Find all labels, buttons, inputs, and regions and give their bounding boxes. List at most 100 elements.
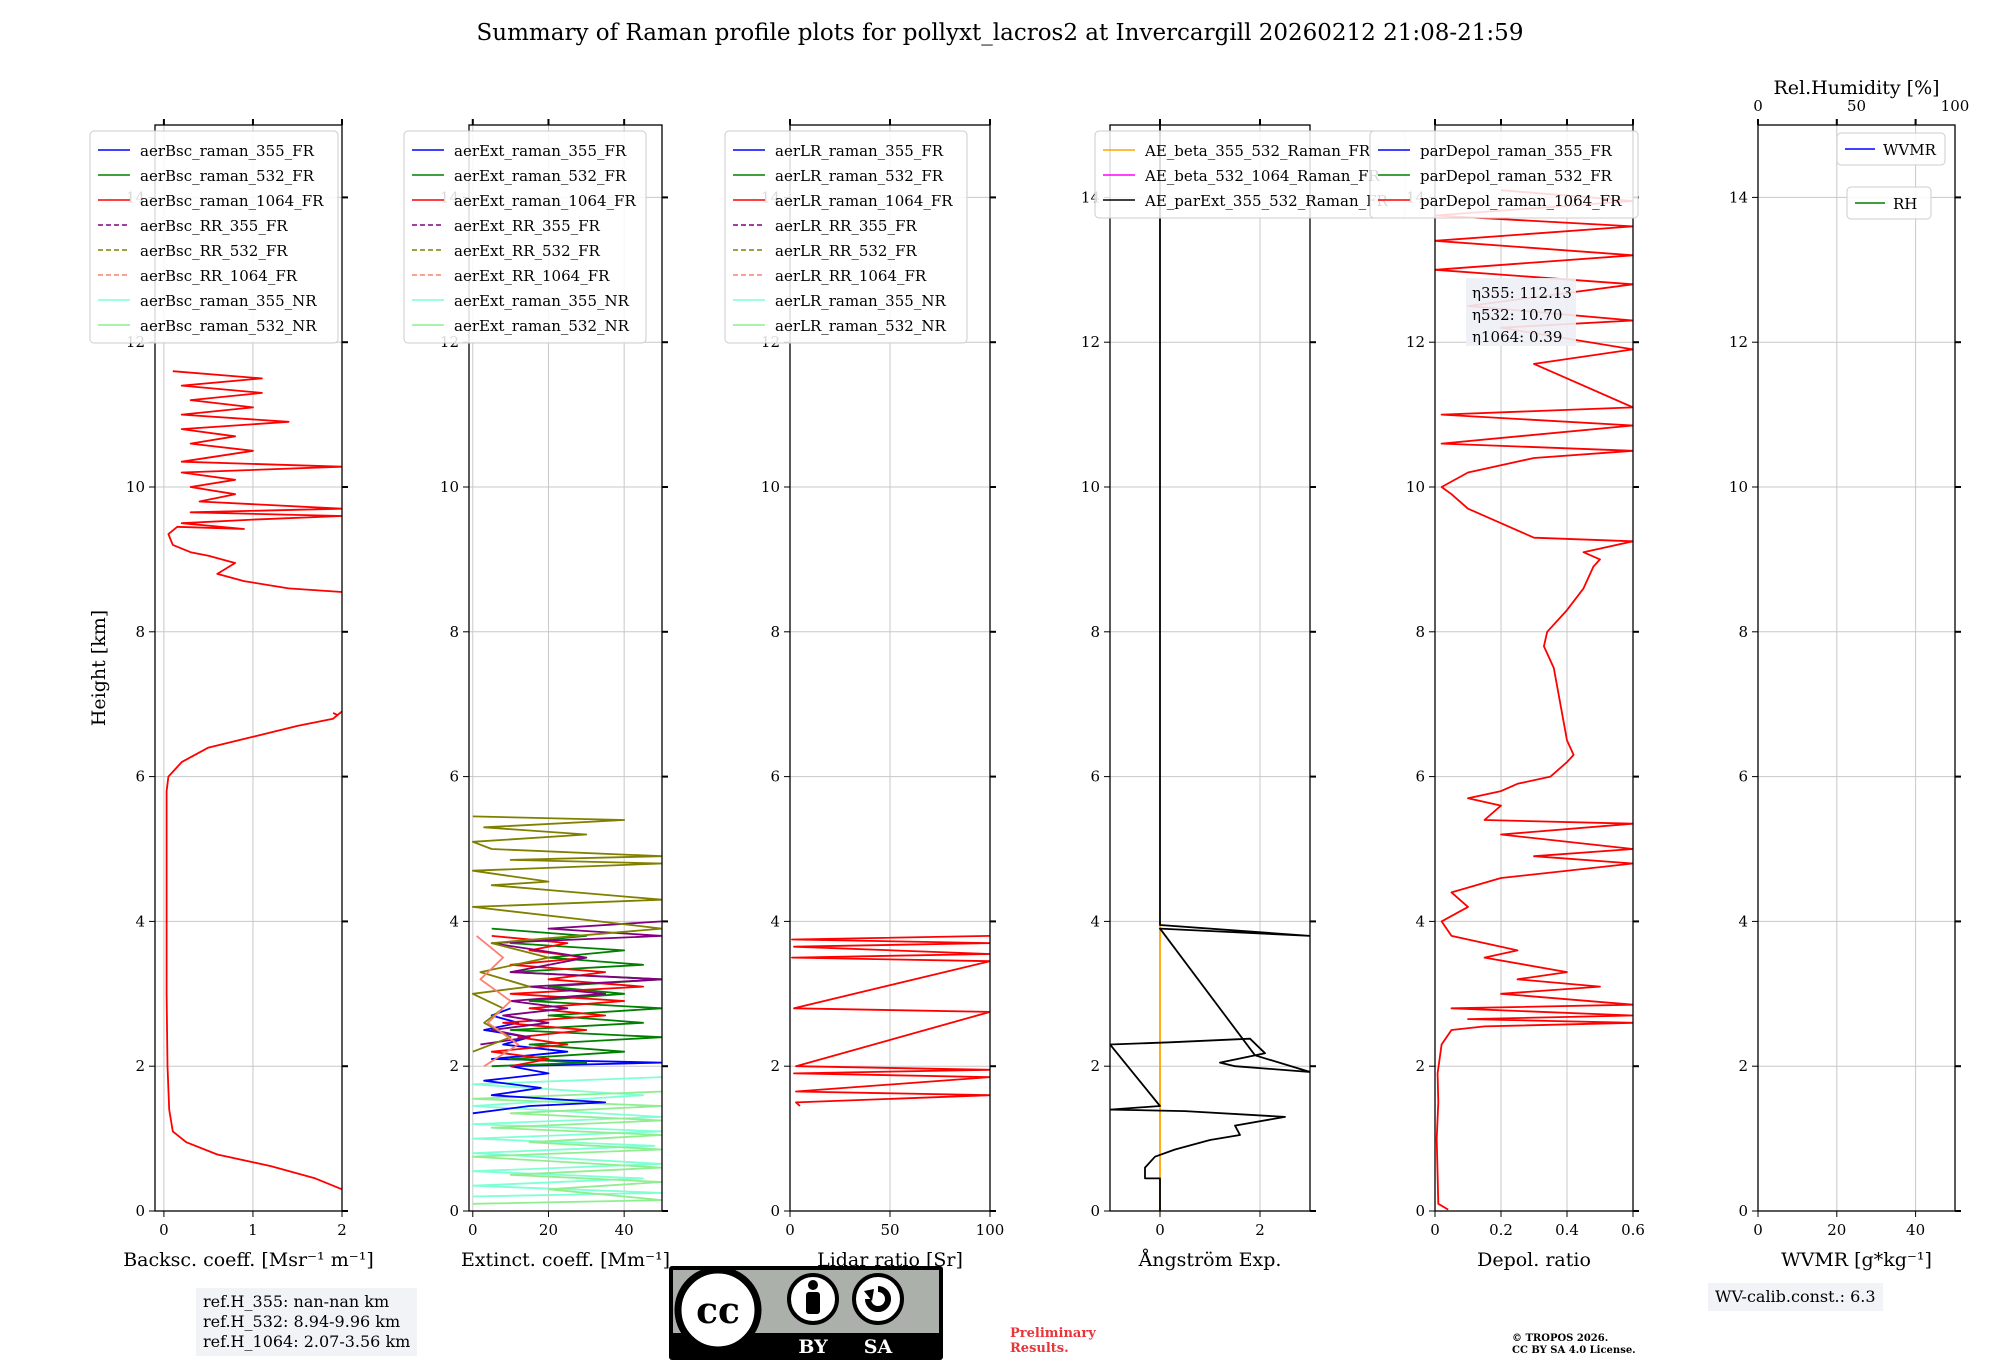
series-line-AE_parExt_355_532_Raman_FR [1110, 125, 1310, 1211]
y-tick-label: 6 [1738, 768, 1748, 786]
y-tick-label: 10 [1081, 478, 1100, 496]
y-tick-label: 8 [1090, 623, 1100, 641]
x-axis-label: Ångström Exp. [1138, 1249, 1282, 1271]
y-tick-label: 2 [1090, 1057, 1100, 1075]
series-line-parDepol_raman_1064_FR [1435, 189, 1633, 1211]
reference-height-box: ref.H_355: nan-nan km ref.H_532: 8.94-9.… [196, 1288, 418, 1356]
y-tick-label: 10 [440, 478, 459, 496]
legend-label: aerBsc_RR_532_FR [140, 242, 288, 260]
legend-label: aerLR_raman_355_FR [775, 142, 944, 160]
y-tick-label: 12 [1081, 333, 1100, 351]
x-tick-label: 40 [1906, 1221, 1925, 1239]
series-line-aerExt_raman_532_FR [491, 927, 662, 1068]
legend-box [724, 130, 968, 344]
x-tick-label: 40 [615, 1221, 634, 1239]
top-x-tick-label: 0 [1753, 97, 1763, 115]
y-tick-label: 10 [126, 478, 145, 496]
y-tick-label: 0 [1415, 1202, 1425, 1220]
legend-label: aerBsc_raman_1064_FR [140, 192, 324, 210]
x-tick-label: 50 [880, 1221, 899, 1239]
legend-label: aerLR_raman_1064_FR [775, 192, 953, 210]
series-group [1435, 189, 1633, 1211]
legend-label: aerBsc_RR_355_FR [140, 217, 288, 235]
y-tick-label: 14 [1729, 188, 1748, 206]
y-tick-label: 10 [1729, 478, 1748, 496]
figure-title: Summary of Raman profile plots for polly… [476, 20, 1524, 46]
series-line-aerExt_raman_355_NR [471, 1076, 662, 1198]
legend-box [89, 130, 339, 344]
y-tick-label: 0 [449, 1202, 459, 1220]
x-tick-label: 0.6 [1621, 1221, 1645, 1239]
y-tick-label: 4 [1090, 912, 1100, 930]
legend-label: RH [1893, 195, 1917, 213]
legend-label: aerExt_RR_1064_FR [454, 267, 610, 285]
y-tick-label: 8 [770, 623, 780, 641]
x-axis-label: Depol. ratio [1477, 1249, 1591, 1271]
panel-ext: 0204002468101214Extinct. coeff. [Mm⁻¹]ae… [403, 119, 670, 1271]
x-tick-label: 0 [1430, 1221, 1440, 1239]
axes-frame [1434, 124, 1634, 1212]
y-tick-label: 8 [449, 623, 459, 641]
series-line-aerExt_RR_532_FR [471, 815, 662, 1053]
legend-label: aerLR_RR_1064_FR [775, 267, 927, 285]
x-tick-label: 20 [539, 1221, 558, 1239]
preliminary-line: Preliminary [1010, 1326, 1096, 1341]
panel-depol: 00.20.40.602468101214Depol. ratioparDepo… [1369, 119, 1645, 1271]
y-tick-label: 8 [135, 623, 145, 641]
y-tick-label: 2 [1415, 1057, 1425, 1075]
series-group [165, 370, 342, 1191]
by-icon-head [808, 1280, 818, 1290]
y-tick-label: 6 [449, 768, 459, 786]
legend-label: aerExt_RR_355_FR [454, 217, 601, 235]
ref-h-532: ref.H_532: 8.94-9.96 km [203, 1312, 401, 1331]
y-tick-label: 12 [1729, 333, 1748, 351]
y-tick-label: 2 [1738, 1057, 1748, 1075]
legend-label: parDepol_raman_1064_FR [1420, 192, 1622, 210]
panel-bsc: 01202468101214Backsc. coeff. [Msr⁻¹ m⁻¹]… [88, 119, 374, 1271]
legend-label: AE_parExt_355_532_Raman_FR [1144, 192, 1389, 210]
series-group [471, 815, 662, 1205]
sa-icon [852, 1273, 904, 1325]
legend-label: aerBsc_RR_1064_FR [140, 267, 298, 285]
x-tick-label: 20 [1827, 1221, 1846, 1239]
legend-label: aerExt_RR_532_FR [454, 242, 601, 260]
series-line-aerExt_raman_532_NR [471, 1090, 662, 1205]
cc-symbol: cc [696, 1290, 740, 1332]
y-tick-label: 0 [1090, 1202, 1100, 1220]
y-tick-label: 6 [1090, 768, 1100, 786]
cc-license-badge: cc BY SA [669, 1266, 943, 1360]
x-tick-label: 100 [976, 1221, 1005, 1239]
y-tick-label: 8 [1738, 623, 1748, 641]
legend-label: parDepol_raman_532_FR [1420, 167, 1613, 185]
series-line-aerBsc_raman_1064_FR_upper [167, 370, 342, 593]
y-tick-label: 2 [449, 1057, 459, 1075]
x-axis-label: Lidar ratio [Sr] [817, 1249, 963, 1271]
wv-calibration-box: WV-calib.const.: 6.3 [1708, 1283, 1883, 1311]
y-tick-label: 12 [1406, 333, 1425, 351]
depol-annotation-line: η532: 10.70 [1472, 306, 1562, 324]
legend-label: aerBsc_raman_355_FR [140, 142, 315, 160]
x-axis-label: Backsc. coeff. [Msr⁻¹ m⁻¹] [123, 1249, 374, 1271]
y-axis-label: Height [km] [88, 610, 110, 726]
series-line-aerExt_RR_1064_FR [476, 935, 520, 1067]
series-line-aerLR_raman_1064_FR [791, 935, 990, 1107]
y-tick-label: 0 [1738, 1202, 1748, 1220]
panel-wvmr: 0 20 40 0 2 4 6 8 10 12 14 WVMR [g*kg⁻¹] Rel.Humidit… [1729, 77, 1969, 1271]
legend-label: aerExt_raman_532_FR [454, 167, 627, 185]
series-line-aerBsc_raman_1064_FR [165, 710, 342, 1191]
panel-lr: 05010002468101214Lidar ratio [Sr]aerLR_r… [724, 119, 1005, 1271]
y-tick-label: 4 [770, 912, 780, 930]
y-tick-label: 10 [761, 478, 780, 496]
x-tick-label: 0 [1155, 1221, 1165, 1239]
y-tick-label: 6 [135, 768, 145, 786]
top-x-tick-label: 50 [1847, 97, 1866, 115]
legend-box [1369, 130, 1639, 219]
legend-label: aerExt_raman_355_NR [454, 292, 630, 310]
legend-label: aerLR_raman_355_NR [775, 292, 946, 310]
legend-label: WVMR [1883, 141, 1937, 159]
legend-label: aerLR_RR_355_FR [775, 217, 917, 235]
top-x-tick-label: 100 [1941, 97, 1970, 115]
sa-label: SA [864, 1336, 893, 1358]
legend-box [403, 130, 647, 344]
y-tick-label: 2 [770, 1057, 780, 1075]
